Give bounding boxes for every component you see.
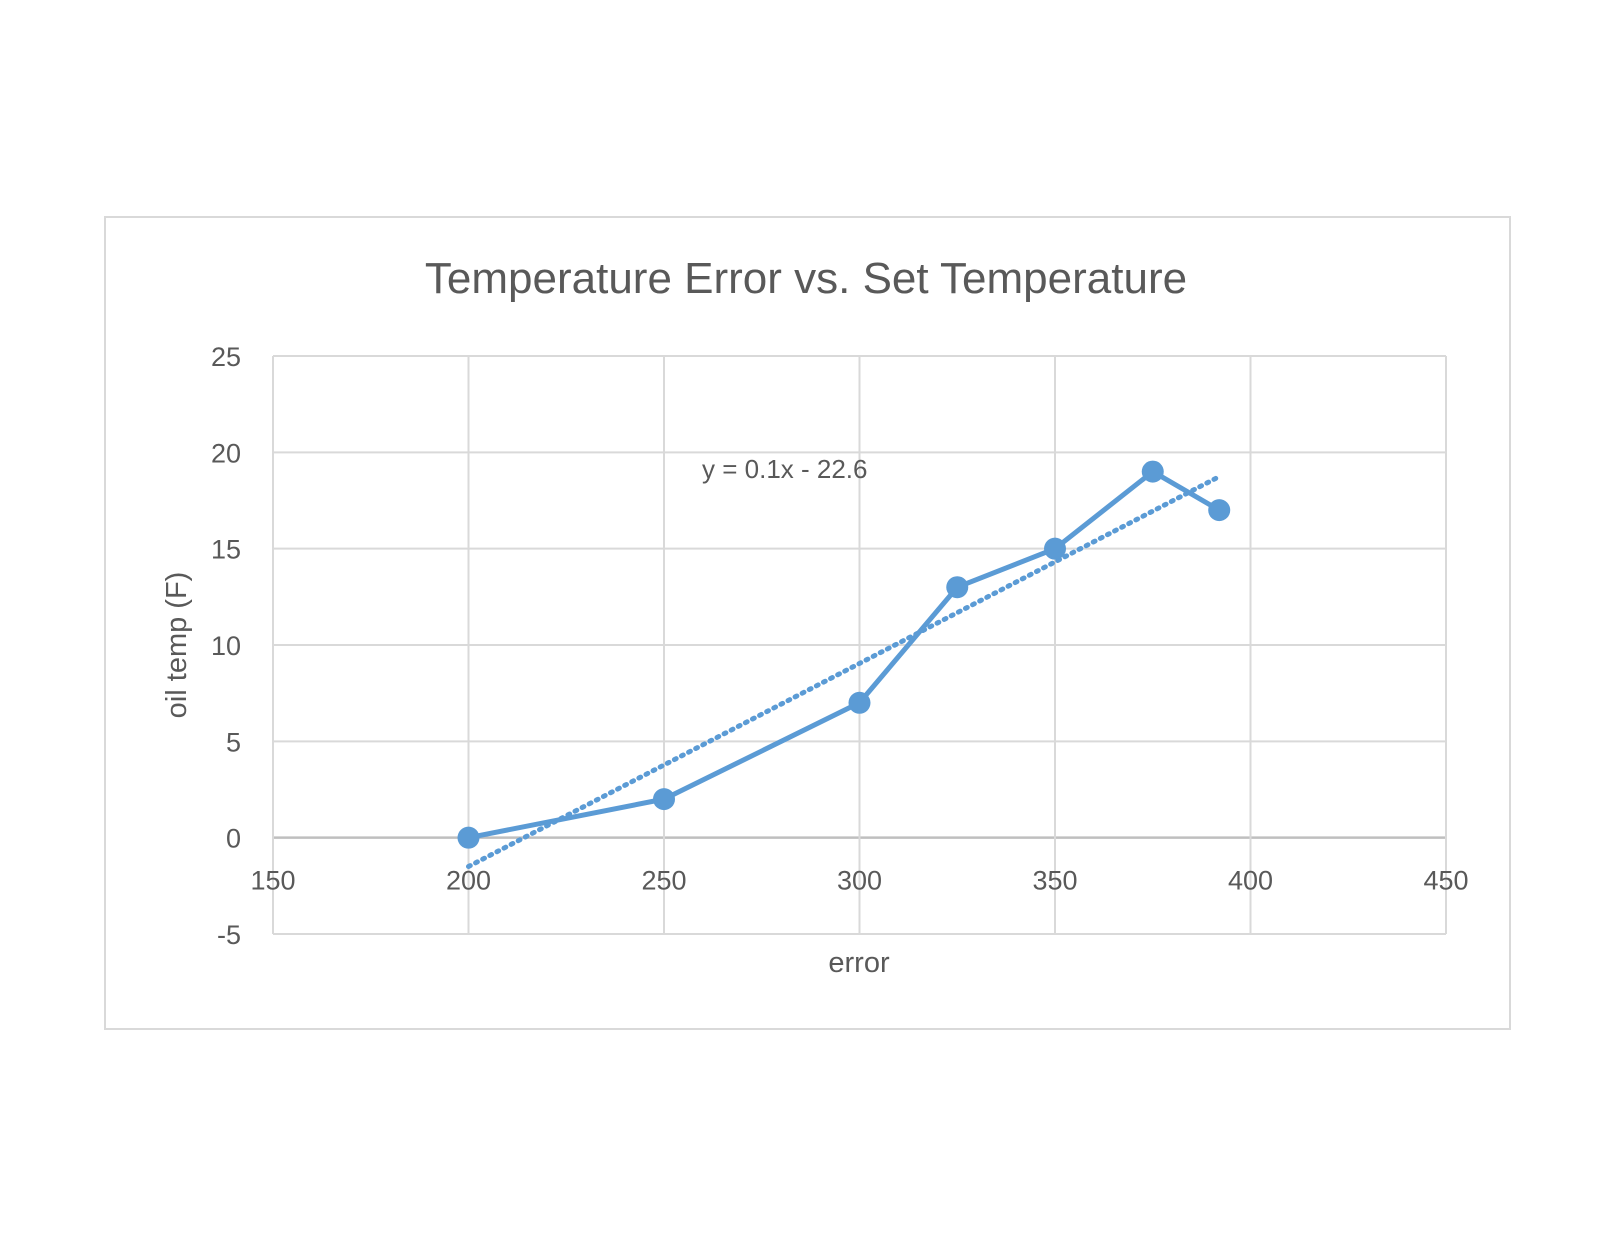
- data-point: [1044, 537, 1066, 560]
- y-tick-label: 5: [226, 727, 241, 757]
- y-tick-label: 15: [211, 535, 241, 565]
- data-point: [1208, 499, 1231, 522]
- data-point: [946, 576, 969, 599]
- trendline: [466, 474, 1222, 870]
- series-layer: [457, 460, 1231, 849]
- data-point: [848, 691, 871, 714]
- data-point: [1141, 460, 1164, 483]
- y-tick-label: -5: [217, 920, 241, 950]
- x-tick-label: 450: [1423, 866, 1468, 896]
- y-axis-title: oil temp (F): [161, 572, 193, 719]
- x-tick-label: 200: [446, 866, 491, 896]
- data-point: [653, 788, 675, 811]
- x-tick-label: 300: [837, 866, 882, 896]
- y-tick-label: 10: [211, 631, 241, 661]
- trendline-layer: [466, 474, 1222, 870]
- x-tick-label: 350: [1032, 866, 1077, 896]
- y-tick-label: 25: [211, 342, 241, 372]
- chart-title: Temperature Error vs. Set Temperature: [425, 254, 1187, 303]
- x-tick-label: 250: [641, 866, 686, 896]
- x-axis-title: error: [828, 947, 890, 979]
- x-tick-label: 150: [250, 866, 295, 896]
- grid-layer: [272, 355, 1447, 935]
- y-tick-label: 0: [226, 824, 241, 854]
- series-line: [466, 469, 1222, 841]
- y-tick-label: 20: [211, 438, 241, 468]
- data-point: [457, 826, 480, 849]
- chart-frame: [104, 216, 1511, 1030]
- tick-layer: -5 0 5 10 15 20 25 150 200 250 300 350 400 450: [211, 342, 1469, 950]
- trendline-equation: y = 0.1x - 22.6: [702, 454, 867, 484]
- x-tick-label: 400: [1228, 866, 1273, 896]
